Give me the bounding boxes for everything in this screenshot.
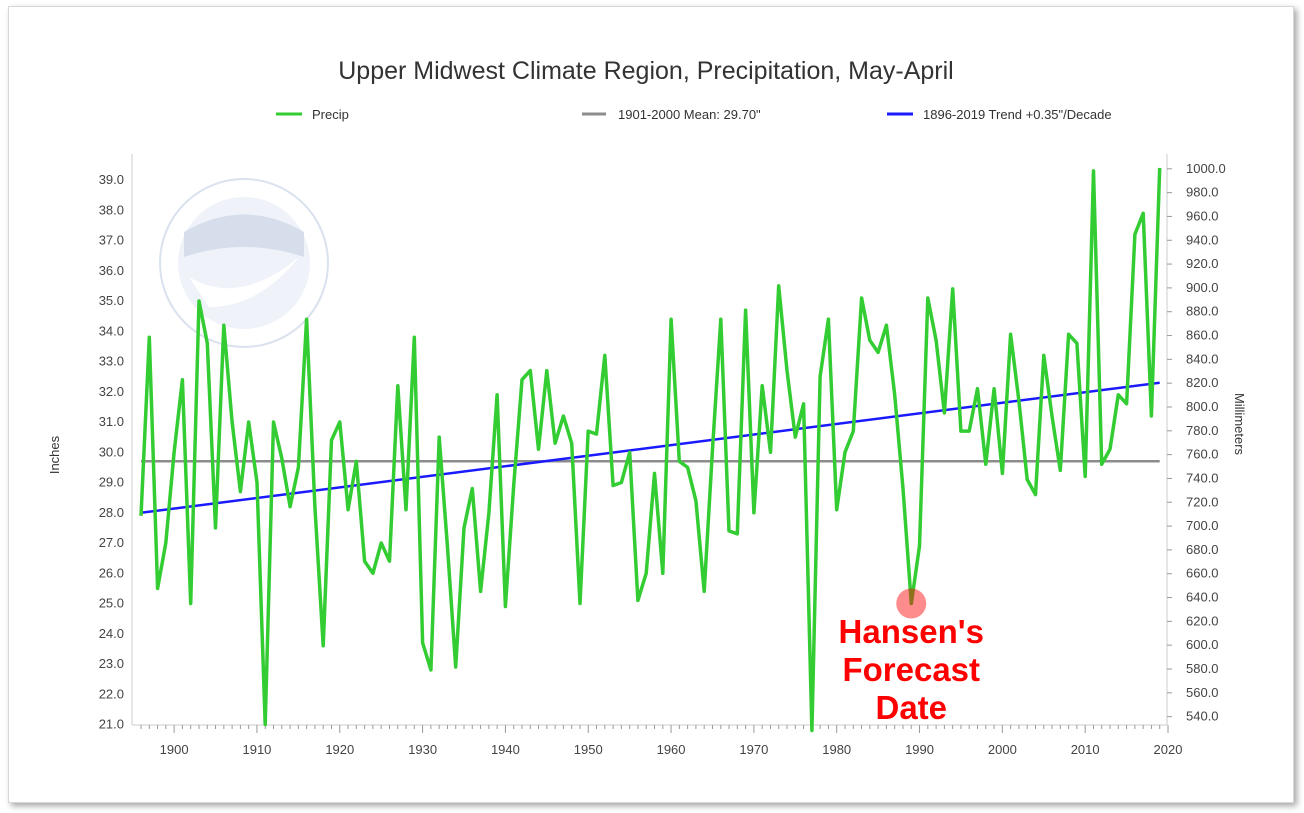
y-tick-label: 37.0 xyxy=(99,233,124,248)
legend-item-precip[interactable]: Precip xyxy=(276,107,349,122)
y-tick-label: 24.0 xyxy=(99,626,124,641)
annotation-line: Forecast xyxy=(842,651,980,688)
y-tick-label: 31.0 xyxy=(99,414,124,429)
chart-frame: Upper Midwest Climate Region, Precipitat… xyxy=(8,6,1294,803)
forecast-marker xyxy=(896,588,927,619)
precip-line[interactable] xyxy=(139,167,1162,733)
y2-tick-label: 720.0 xyxy=(1186,494,1219,509)
y-tick-label: 21.0 xyxy=(99,717,124,732)
y2-tick-label: 660.0 xyxy=(1186,566,1219,581)
x-tick-label: 1920 xyxy=(325,742,354,757)
y-tick-label: 33.0 xyxy=(99,354,124,369)
y2-tick-label: 1000.0 xyxy=(1186,161,1226,176)
x-tick-label: 2010 xyxy=(1071,742,1100,757)
y-axis-title: Inches xyxy=(47,435,62,474)
y2-tick-label: 700.0 xyxy=(1186,518,1219,533)
y2-tick-label: 860.0 xyxy=(1186,328,1219,343)
x-tick-label: 1970 xyxy=(739,742,768,757)
y2-tick-label: 740.0 xyxy=(1186,470,1219,485)
y2-axis-title: Millimeters xyxy=(1232,393,1247,456)
x-tick-label: 1910 xyxy=(242,742,271,757)
x-tick-label: 1960 xyxy=(657,742,686,757)
chart: Upper Midwest Climate Region, Precipitat… xyxy=(47,57,1247,757)
y2-tick-label: 780.0 xyxy=(1186,423,1219,438)
y2-tick-label: 600.0 xyxy=(1186,637,1219,652)
y2-tick-label: 620.0 xyxy=(1186,613,1219,628)
x-tick-label: 1990 xyxy=(905,742,934,757)
chart-title: Upper Midwest Climate Region, Precipitat… xyxy=(338,57,954,85)
y-tick-label: 28.0 xyxy=(99,505,124,520)
y-tick-label: 35.0 xyxy=(99,293,124,308)
x-tick-label: 1950 xyxy=(574,742,603,757)
legend-label-trend: 1896-2019 Trend +0.35"/Decade xyxy=(923,107,1112,122)
y-tick-label: 34.0 xyxy=(99,323,124,338)
y2-tick-label: 540.0 xyxy=(1186,709,1219,724)
legend: Precip 1901-2000 Mean: 29.70" 1896-2019 … xyxy=(276,107,1112,122)
y2-tick-label: 580.0 xyxy=(1186,661,1219,676)
x-axis-ticks: 1900 1910 1920 1930 1940 1950 1960 1970 1980 1990… xyxy=(140,725,1183,757)
x-tick-label: 2000 xyxy=(988,742,1017,757)
y2-tick-label: 880.0 xyxy=(1186,304,1219,319)
x-tick-label: 1900 xyxy=(160,742,189,757)
y-tick-label: 30.0 xyxy=(99,444,124,459)
x-tick-label: 2020 xyxy=(1154,742,1183,757)
x-tick-label: 1930 xyxy=(408,742,437,757)
x-tick-label: 1940 xyxy=(491,742,520,757)
series-layer xyxy=(139,167,1162,733)
annotation-line: Date xyxy=(875,689,947,726)
y2-tick-label: 640.0 xyxy=(1186,590,1219,605)
noaa-logo-watermark xyxy=(159,178,329,348)
y2-tick-label: 760.0 xyxy=(1186,447,1219,462)
annotation-line: Hansen's xyxy=(839,613,984,650)
y-tick-label: 27.0 xyxy=(99,535,124,550)
y-tick-label: 23.0 xyxy=(99,656,124,671)
y2-tick-label: 940.0 xyxy=(1186,232,1219,247)
y2-tick-label: 560.0 xyxy=(1186,685,1219,700)
y-tick-label: 36.0 xyxy=(99,263,124,278)
y2-tick-label: 980.0 xyxy=(1186,185,1219,200)
y-tick-label: 32.0 xyxy=(99,384,124,399)
y-tick-label: 25.0 xyxy=(99,596,124,611)
y-axis-ticks: 21.0 22.0 23.0 24.0 25.0 26.0 27.0 28.0 29.0 30.0… xyxy=(99,172,124,732)
legend-label-precip: Precip xyxy=(312,107,349,122)
x-tick-label: 1980 xyxy=(822,742,851,757)
y-tick-label: 38.0 xyxy=(99,202,124,217)
y2-axis-ticks: 540.0 560.0 580.0 600.0 620.0 640.0 660.0 680.0… xyxy=(1167,161,1226,724)
y2-tick-label: 900.0 xyxy=(1186,280,1219,295)
legend-label-mean: 1901-2000 Mean: 29.70" xyxy=(618,107,761,122)
legend-item-mean[interactable]: 1901-2000 Mean: 29.70" xyxy=(582,107,761,122)
y-tick-label: 22.0 xyxy=(99,686,124,701)
y-tick-label: 26.0 xyxy=(99,565,124,580)
y2-tick-label: 840.0 xyxy=(1186,351,1219,366)
y2-tick-label: 820.0 xyxy=(1186,375,1219,390)
y2-tick-label: 920.0 xyxy=(1186,256,1219,271)
legend-item-trend[interactable]: 1896-2019 Trend +0.35"/Decade xyxy=(887,107,1112,122)
trend-line[interactable] xyxy=(140,381,1160,515)
y-tick-label: 39.0 xyxy=(99,172,124,187)
y-tick-label: 29.0 xyxy=(99,475,124,490)
y2-tick-label: 800.0 xyxy=(1186,399,1219,414)
y2-tick-label: 680.0 xyxy=(1186,542,1219,557)
y2-tick-label: 960.0 xyxy=(1186,208,1219,223)
